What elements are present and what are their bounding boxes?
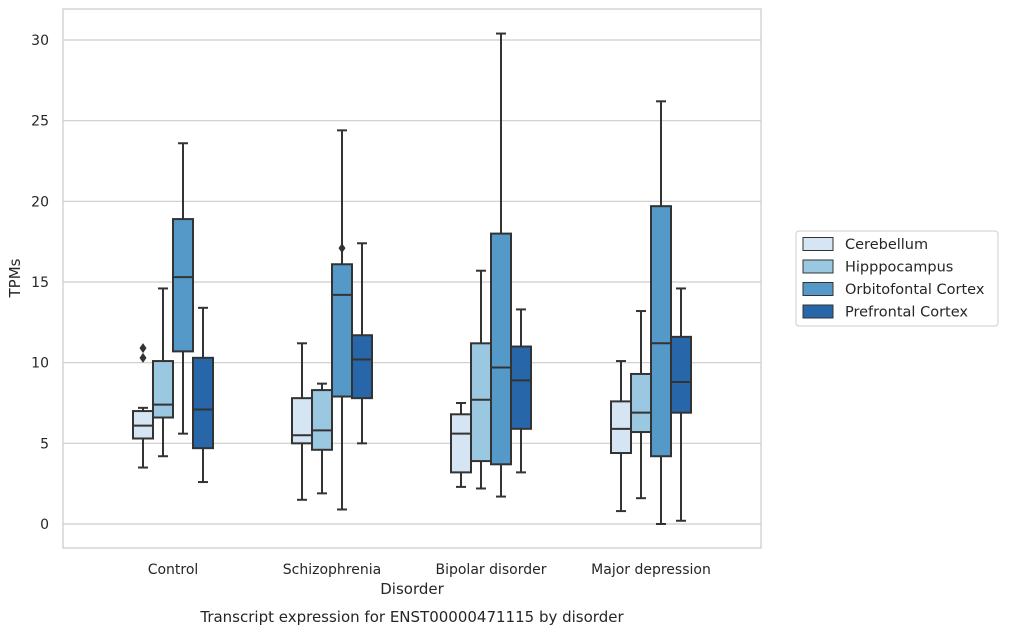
box-body xyxy=(510,345,532,430)
box-body xyxy=(172,218,194,353)
outlier-point xyxy=(338,243,346,254)
y-tick-label: 20 xyxy=(31,194,49,210)
legend-swatch xyxy=(802,259,834,274)
legend-label: Orbitofontal Cortex xyxy=(845,282,985,298)
box xyxy=(630,310,652,500)
box xyxy=(172,142,194,435)
box xyxy=(510,308,532,474)
legend-frame xyxy=(795,230,999,327)
legend-swatch xyxy=(802,282,834,296)
box xyxy=(650,100,672,525)
box xyxy=(490,32,512,498)
box xyxy=(152,287,174,458)
box xyxy=(291,342,313,501)
x-tick-label: Bipolar disorder xyxy=(435,562,546,578)
y-tick-label: 10 xyxy=(31,356,49,372)
legend-label: Hipppocampus xyxy=(845,260,953,276)
x-axis-label: Disorder xyxy=(380,580,444,598)
legend-swatch xyxy=(802,304,834,319)
box xyxy=(450,402,472,488)
box-body xyxy=(192,356,214,450)
box-body xyxy=(331,263,353,398)
box-body xyxy=(650,205,672,458)
chart-caption: Transcript expression for ENST0000047111… xyxy=(199,608,624,626)
box xyxy=(331,129,353,511)
series-orbitofontal-cortex xyxy=(172,32,672,525)
x-tick-label: Schizophrenia xyxy=(283,562,381,578)
y-tick-label: 25 xyxy=(31,114,49,130)
box xyxy=(610,360,632,513)
y-tick-label: 30 xyxy=(31,33,49,49)
x-tick-label: Control xyxy=(148,562,199,578)
box-body xyxy=(610,400,632,455)
x-tick-label: Major depression xyxy=(591,562,711,578)
box-body xyxy=(351,334,373,400)
box-body xyxy=(152,360,174,419)
legend-label: Prefrontal Cortex xyxy=(845,305,968,321)
y-tick-label: 5 xyxy=(40,436,49,452)
series-hipppocampus xyxy=(152,269,652,500)
box-body xyxy=(470,342,492,463)
y-tick-labels: 0 5 10 15 20 25 30 xyxy=(31,33,49,533)
box-body xyxy=(311,389,333,451)
box-body xyxy=(670,335,692,414)
box-body xyxy=(450,413,472,474)
series-cerebellum xyxy=(132,342,632,513)
y-axis-label: TPMs xyxy=(6,258,24,298)
box xyxy=(192,306,214,484)
box xyxy=(670,287,692,522)
x-tick-labels: Control Schizophrenia Bipolar disorder Majo… xyxy=(148,562,711,578)
legend-swatch xyxy=(802,237,834,251)
box xyxy=(132,343,154,469)
box-body xyxy=(291,397,313,445)
plot-frame xyxy=(62,8,762,549)
box-body xyxy=(490,232,512,466)
box-body xyxy=(630,372,652,434)
outlier-point xyxy=(139,352,147,363)
legend: Cerebellum Hipppocampus Orbitofontal Corte… xyxy=(795,230,999,327)
box xyxy=(470,269,492,490)
box xyxy=(351,242,373,445)
legend-label: Cerebellum xyxy=(845,237,928,253)
box-series xyxy=(132,32,692,525)
series-prefrontal-cortex xyxy=(192,242,692,522)
y-tick-label: 15 xyxy=(31,275,49,291)
outlier-point xyxy=(139,343,147,354)
y-tick-label: 0 xyxy=(40,517,49,533)
box xyxy=(311,382,333,495)
